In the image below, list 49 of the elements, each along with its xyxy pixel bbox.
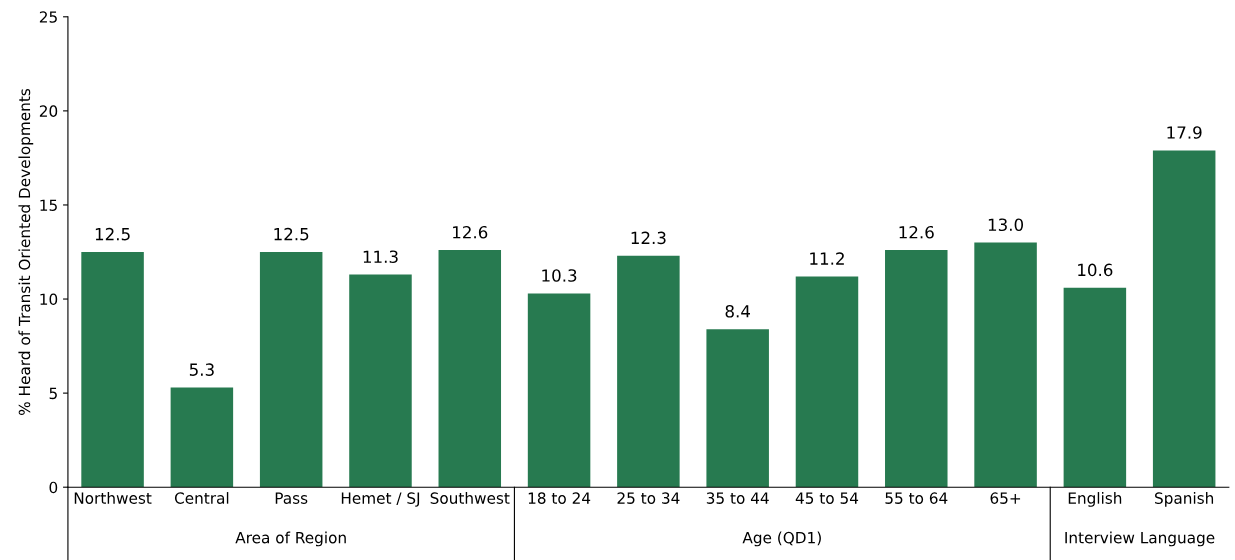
text: Interview Language	[1065, 531, 1215, 547]
text: Age (QD1)	[742, 531, 821, 547]
data-label: 13.0	[988, 218, 1024, 232]
x-tick-label: Spanish	[1155, 492, 1214, 507]
bar	[259, 252, 323, 488]
x-tick-label: Northwest	[74, 492, 152, 504]
data-label: 17.9	[1167, 126, 1202, 139]
data-label: 12.5	[95, 227, 130, 241]
data-label: 12.3	[631, 231, 666, 245]
bar	[974, 242, 1037, 488]
data-label: 12.5	[274, 227, 309, 241]
bar	[1152, 150, 1216, 488]
bar	[438, 250, 502, 488]
bar	[527, 293, 591, 488]
y-tick-label: 10	[40, 293, 58, 306]
text: Area of Region	[235, 531, 346, 547]
data-label: 10.6	[1078, 263, 1113, 277]
y-tick-label: 0	[49, 481, 58, 494]
x-tick-label: 45 to 54	[795, 492, 859, 504]
bar	[349, 274, 412, 488]
data-label: 5.3	[189, 363, 214, 376]
bar	[81, 252, 144, 488]
data-label: 10.3	[542, 269, 577, 282]
x-tick-label: English	[1068, 492, 1122, 507]
data-label: 11.3	[363, 250, 398, 264]
bar	[1063, 287, 1127, 488]
y-tick-label: 15	[40, 199, 57, 211]
x-tick-label: 35 to 44	[706, 492, 769, 504]
x-tick-label: 55 to 64	[885, 492, 948, 504]
data-label: 8.4	[725, 304, 750, 318]
y-tick-label: 25	[39, 11, 57, 23]
data-label: 11.2	[810, 252, 844, 265]
bar	[795, 276, 859, 488]
bar	[170, 387, 234, 488]
y-axis-title: % Heard of Transit Oriented Developments	[18, 88, 34, 415]
x-tick-label: 18 to 24	[528, 492, 591, 504]
bar	[617, 255, 680, 488]
y-tick-label: 5	[49, 387, 57, 400]
y-tick-label: 20	[39, 105, 58, 117]
data-label: 12.6	[899, 225, 934, 239]
data-label: 12.6	[453, 225, 488, 239]
x-tick-label: 25 to 34	[617, 492, 680, 504]
x-tick-label: Hemet / SJ	[341, 492, 420, 507]
x-tick-label: 65+	[990, 492, 1021, 504]
x-tick-label: Southwest	[430, 492, 510, 504]
bar	[885, 250, 948, 488]
x-tick-label: Pass	[275, 492, 308, 504]
bar	[706, 329, 769, 488]
x-tick-label: Central	[174, 492, 229, 504]
